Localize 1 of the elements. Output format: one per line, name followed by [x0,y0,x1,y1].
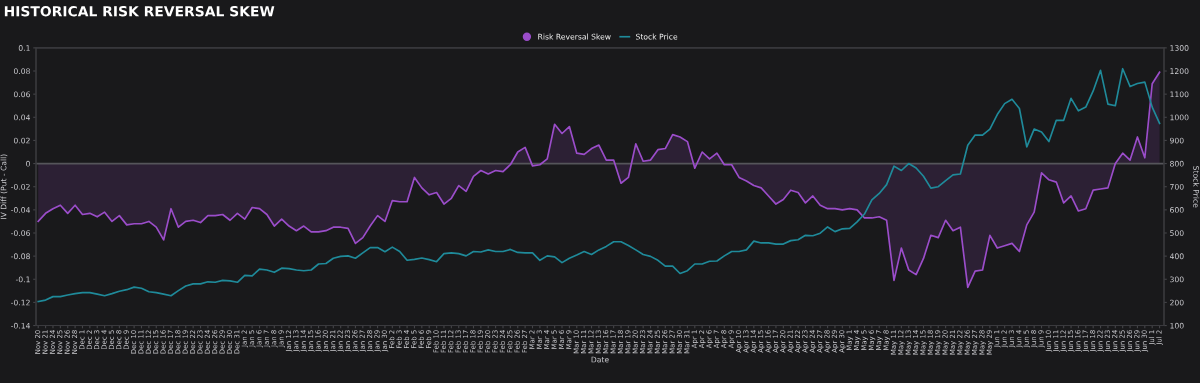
chart-title: HISTORICAL RISK REVERSAL SKEW [4,5,275,17]
